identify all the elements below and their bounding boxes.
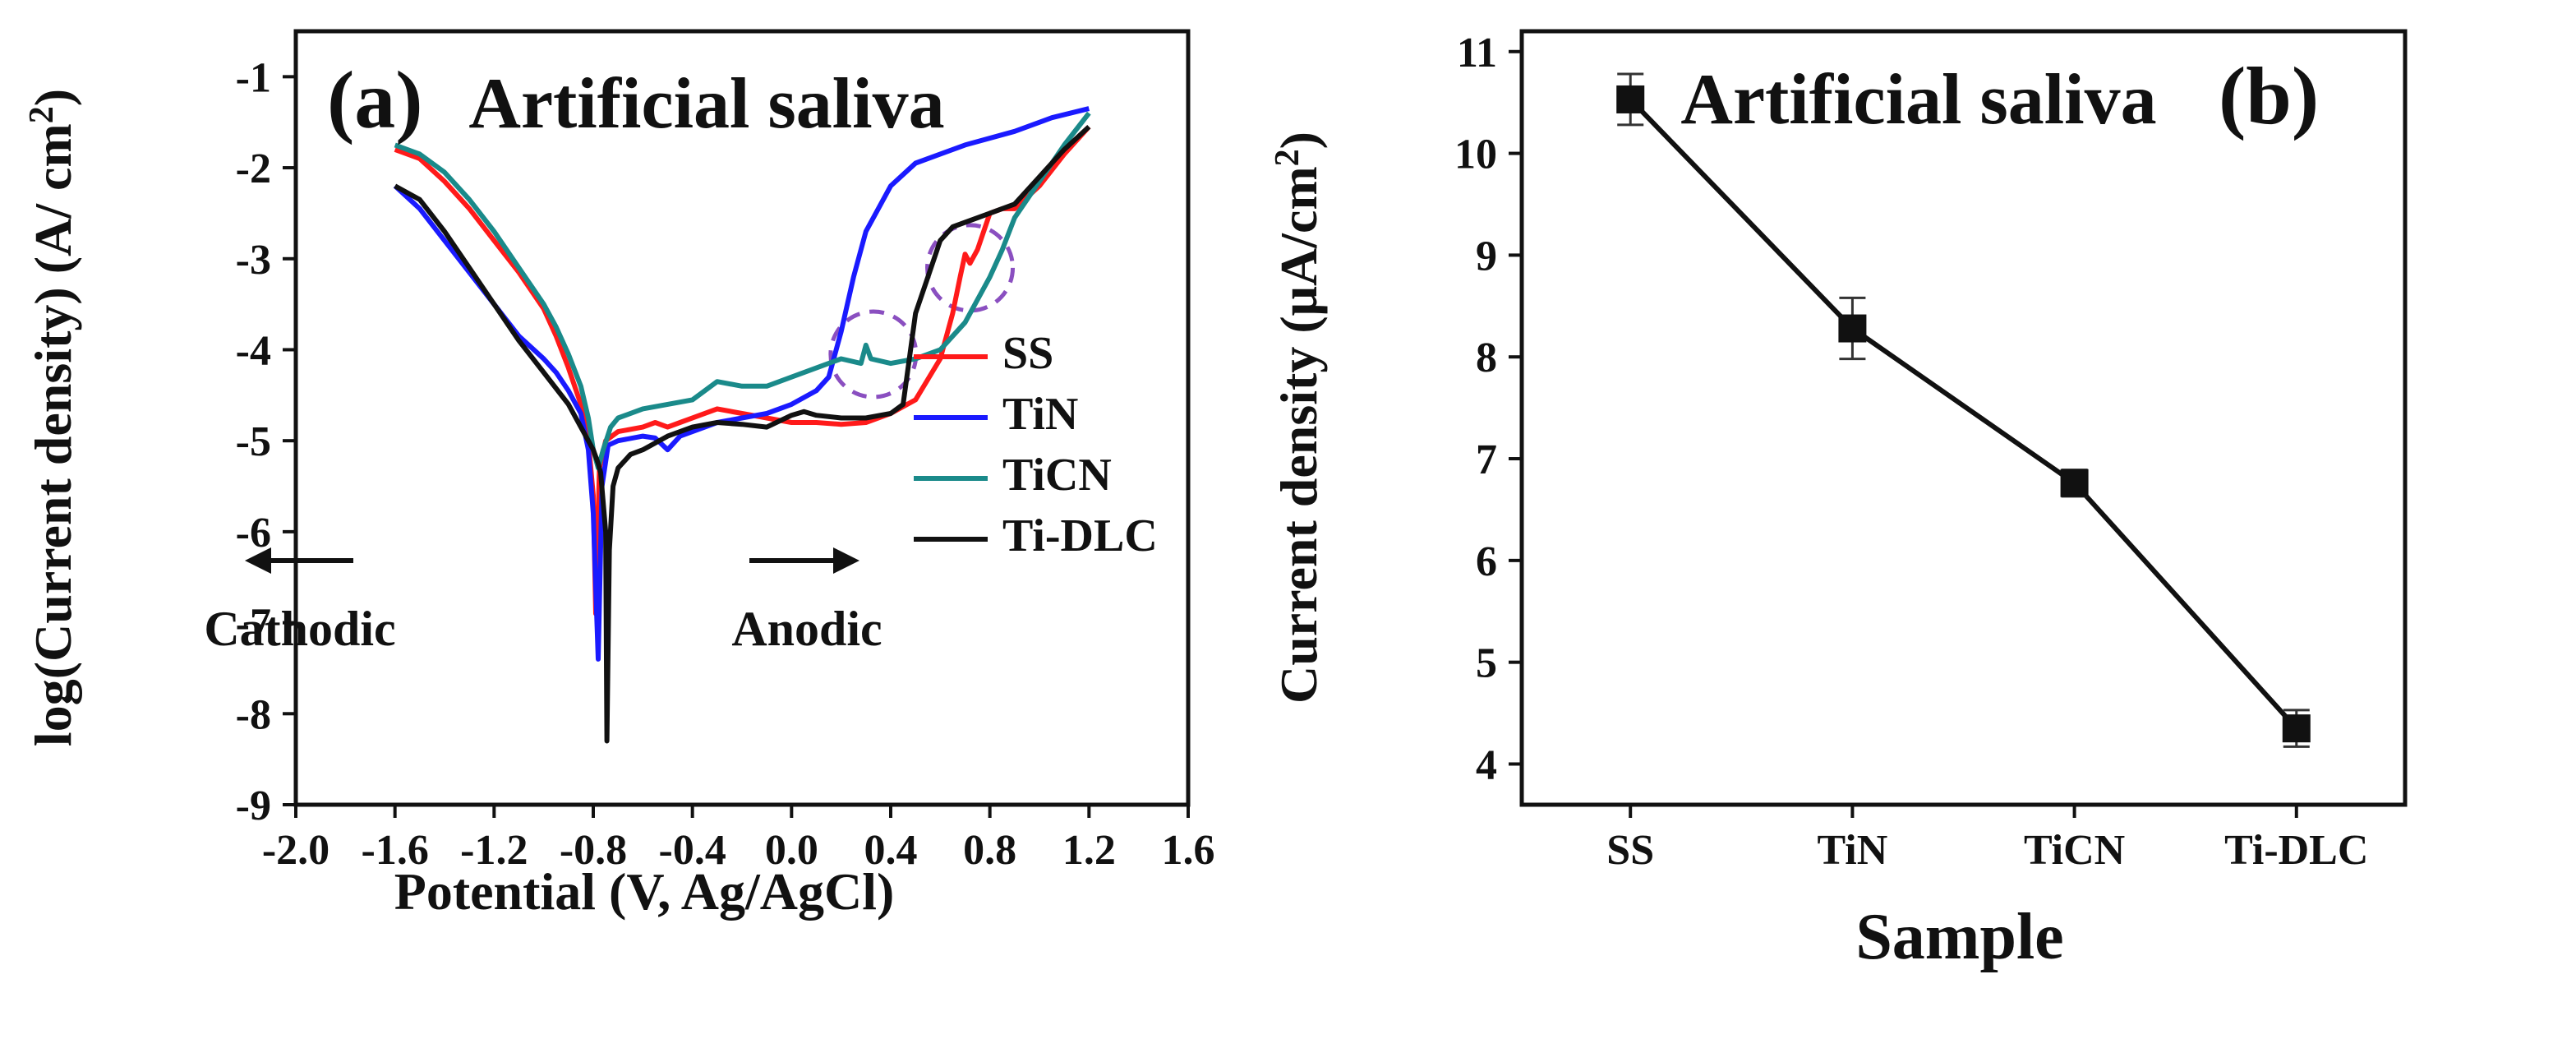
data-point-ti-dlc — [2282, 714, 2311, 743]
panel-a-y-axis-title: log(Current density) (A/ cm2) — [23, 89, 82, 746]
panel-a-x-tick-label: 0.0 — [765, 827, 818, 874]
panel-a-x-tick-label: -2.0 — [262, 827, 329, 874]
panel-a-y-ticks: -9 -8 -7 -6 -5 -4 -3 -2 -1 — [236, 54, 296, 829]
panel-a-x-tick-label: 1.2 — [1062, 827, 1116, 874]
panel-a-y-tick-label: -5 — [236, 418, 271, 465]
panel-b-x-tick-label: SS — [1606, 827, 1654, 874]
panel-b-y-tick-label: 11 — [1457, 30, 1497, 76]
panel-a-y-tick-label: -8 — [236, 691, 271, 738]
panel-b-label: (b) — [2219, 50, 2319, 141]
data-point-ticn — [2060, 469, 2089, 497]
series-line-ss — [394, 125, 1091, 616]
data-point-tin — [1838, 314, 1867, 343]
panel-a-x-tick-label: 0.4 — [864, 827, 918, 874]
panel-b-y-axis-title: Current density (μA/cm2) — [1269, 132, 1328, 704]
panel-b-x-ticks: SS TiN TiCN Ti-DLC — [1606, 805, 2368, 874]
panel-a-x-tick-label: 0.8 — [963, 827, 1016, 874]
panel-b-series-line — [1629, 97, 2299, 731]
panel-a-x-axis-title: Potential (V, Ag/AgCl) — [394, 862, 895, 921]
legend-label-tin: TiN — [1002, 389, 1078, 440]
panel-b-y-tick-label: 6 — [1476, 538, 1497, 585]
panel-b-y-ticks: 4 5 6 7 8 9 10 11 — [1454, 30, 1522, 788]
anodic-label: Anodic — [731, 602, 882, 656]
panel-b-x-tick-label: Ti-DLC — [2224, 827, 2368, 874]
panel-a-y-tick-label: -4 — [236, 327, 271, 374]
panel-a-x-tick-label: -0.8 — [560, 827, 627, 874]
panel-a-x-tick-label: 1.6 — [1162, 827, 1215, 874]
panel-a-title: Artificial saliva — [468, 64, 944, 144]
panel-b-y-tick-label: 7 — [1476, 436, 1497, 483]
panel-b-x-tick-label: TiCN — [2024, 827, 2125, 874]
series-line-ticn — [394, 111, 1091, 471]
series-line-ti-dlc — [394, 124, 1091, 744]
panel-a-y-tick-label: -6 — [236, 510, 271, 556]
panel-a-x-tick-label: -1.2 — [460, 827, 528, 874]
cathodic-arrow — [245, 547, 353, 574]
panel-b-axes-box — [1519, 29, 2408, 807]
panel-a-y-tick-label: -2 — [236, 145, 271, 192]
panel-a-y-tick-label: -3 — [236, 237, 271, 284]
anodic-arrow — [749, 547, 859, 574]
panel-b-x-axis-title: Sample — [1855, 901, 2063, 973]
panel-a-series — [393, 106, 1091, 744]
legend-label-ticn: TiCN — [1002, 450, 1112, 501]
panel-b-y-tick-label: 10 — [1454, 132, 1497, 178]
panel-a-x-tick-label: -1.6 — [362, 827, 429, 874]
panel-b-y-tick-label: 5 — [1476, 640, 1497, 687]
panel-a-x-ticks: -2.0 -1.6 -1.2 -0.8 -0.4 0.0 0.4 0.8 1.2 1.6 — [262, 805, 1215, 874]
panel-b-x-tick-label: TiN — [1818, 827, 1888, 874]
panel-a-y-tick-label: -7 — [236, 601, 271, 648]
panel-b-y-tick-label: 4 — [1476, 741, 1497, 788]
series-line-tin — [393, 106, 1090, 662]
panel-b-y-tick-label: 9 — [1476, 233, 1497, 279]
cathodic-label: Cathodic — [204, 602, 395, 656]
panel-a-y-tick-label: -1 — [236, 54, 271, 101]
panel-b-series — [1616, 72, 2311, 748]
panel-b-current-density-chart: 4 5 6 7 8 9 10 11 SS TiN TiCN Ti-DLC Artificial sa… — [1269, 29, 2408, 973]
panel-a-x-tick-label: -0.4 — [659, 827, 726, 874]
panel-b-title: Artificial saliva — [1680, 60, 2156, 140]
legend-label-ti-dlc: Ti-DLC — [1002, 510, 1158, 561]
panel-a-polarization-chart: -2.0 -1.6 -1.2 -0.8 -0.4 0.0 0.4 0.8 1.2 1.6 -9 -8… — [23, 29, 1215, 921]
marked-region-circle — [925, 223, 1016, 313]
panel-a-legend: SS TiN TiCN Ti-DLC — [914, 328, 1158, 561]
data-point-ss — [1616, 85, 1645, 113]
legend-label-ss: SS — [1002, 328, 1053, 379]
panel-a-axes-box — [293, 29, 1191, 807]
panel-a-label: (a) — [327, 54, 423, 145]
panel-a-y-tick-label: -9 — [236, 783, 271, 829]
panel-b-y-tick-label: 8 — [1476, 335, 1497, 381]
